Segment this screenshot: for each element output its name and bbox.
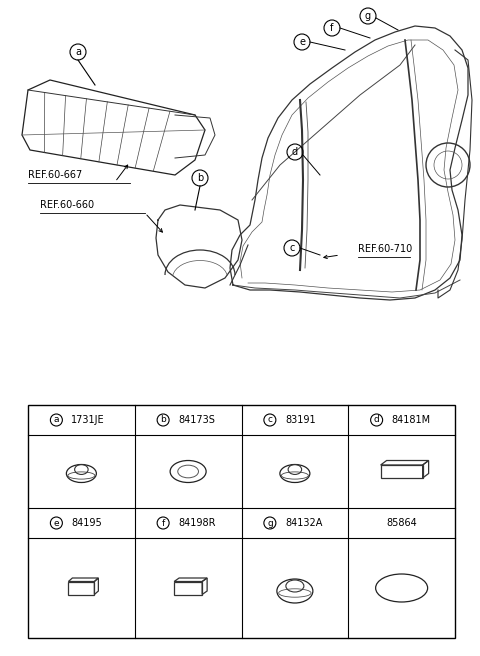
Text: REF.60-660: REF.60-660 bbox=[40, 200, 94, 210]
Text: REF.60-710: REF.60-710 bbox=[358, 244, 412, 254]
Text: b: b bbox=[197, 173, 203, 183]
Bar bbox=[28, 405, 455, 638]
Text: 84132A: 84132A bbox=[285, 518, 322, 528]
Text: 84198R: 84198R bbox=[178, 518, 216, 528]
Text: 85864: 85864 bbox=[386, 518, 417, 528]
Text: c: c bbox=[267, 415, 272, 424]
Text: e: e bbox=[299, 37, 305, 47]
Text: g: g bbox=[365, 11, 371, 21]
Text: b: b bbox=[160, 415, 166, 424]
Text: 83191: 83191 bbox=[285, 415, 315, 425]
Text: c: c bbox=[289, 243, 295, 253]
Text: a: a bbox=[75, 47, 81, 57]
Text: 84195: 84195 bbox=[72, 518, 102, 528]
Text: d: d bbox=[374, 415, 380, 424]
Text: 1731JE: 1731JE bbox=[72, 415, 105, 425]
Text: 84173S: 84173S bbox=[178, 415, 215, 425]
Text: d: d bbox=[292, 147, 298, 157]
Text: f: f bbox=[330, 23, 334, 33]
Text: a: a bbox=[54, 415, 59, 424]
Text: e: e bbox=[54, 518, 59, 527]
Text: 84181M: 84181M bbox=[392, 415, 431, 425]
Text: REF.60-667: REF.60-667 bbox=[28, 170, 82, 180]
Text: g: g bbox=[267, 518, 273, 527]
Text: f: f bbox=[161, 518, 165, 527]
